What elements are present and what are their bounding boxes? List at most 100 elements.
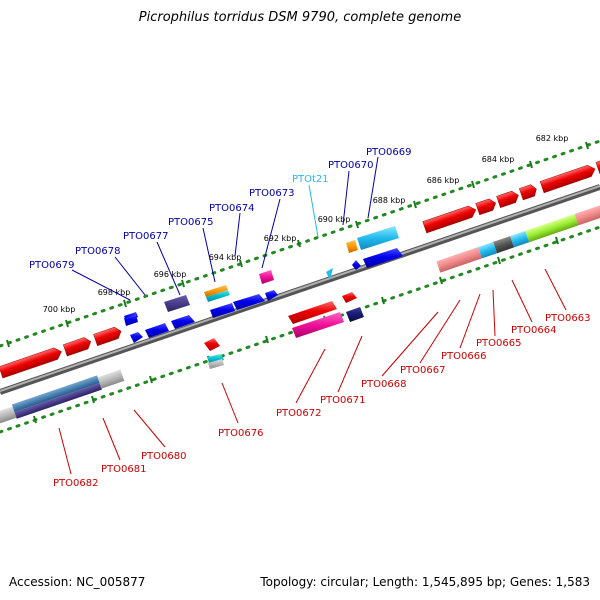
gene-block[interactable]: [206, 290, 230, 302]
gene-arrow[interactable]: [0, 346, 63, 379]
gene-arrow[interactable]: [204, 338, 220, 351]
gene-label-top[interactable]: PTO0679: [29, 260, 74, 271]
label-leaders-top: [71, 156, 379, 301]
gene-label-top[interactable]: PTO0677: [123, 231, 168, 242]
gene-arrow[interactable]: [422, 204, 478, 234]
gene-block[interactable]: [346, 240, 358, 253]
gene-label-top[interactable]: PTO0674: [209, 203, 254, 214]
gene-label-bottom[interactable]: PTO0681: [101, 464, 146, 475]
gene-arrow[interactable]: [171, 315, 195, 329]
gene-label-trna[interactable]: PTOt21: [292, 174, 329, 185]
ruler-label: 700 kbp: [43, 305, 76, 314]
tick-mark: [239, 259, 243, 268]
ruler-label: 688 kbp: [373, 196, 406, 205]
ruler-label: 692 kbp: [264, 234, 297, 243]
gene-label-bottom[interactable]: PTO0671: [320, 395, 365, 406]
gene-arrow[interactable]: [496, 190, 521, 208]
gene-label-bottom[interactable]: PTO0668: [361, 379, 406, 390]
tick-mark: [265, 335, 269, 344]
gene-block[interactable]: [574, 197, 600, 226]
gene-label-bottom[interactable]: PTO0672: [276, 408, 321, 419]
tick-mark: [6, 339, 10, 348]
tick-mark: [555, 236, 559, 245]
gene-arrow[interactable]: [130, 332, 143, 343]
gene-block[interactable]: [204, 285, 228, 297]
trna-leader: [308, 184, 319, 238]
tick-mark: [123, 299, 127, 308]
gene-arrow[interactable]: [288, 301, 337, 324]
ruler-label: 694 kbp: [209, 253, 242, 262]
tick-mark: [181, 279, 185, 288]
gene-arrow[interactable]: [518, 183, 538, 201]
gene-arrow[interactable]: [475, 197, 498, 216]
ruler-label: 684 kbp: [482, 155, 515, 164]
gene-label-bottom[interactable]: PTO0664: [511, 325, 556, 336]
gene-label-top[interactable]: PTO0673: [249, 188, 294, 199]
gene-lane-forward: [0, 156, 600, 379]
gene-label-top[interactable]: PTO0669: [366, 147, 411, 158]
label-leaders-bottom: [58, 268, 567, 475]
gene-label-top[interactable]: PTO0675: [168, 217, 213, 228]
gene-arrow[interactable]: [265, 290, 278, 301]
gene-block[interactable]: [357, 226, 399, 250]
gene-block[interactable]: [0, 406, 17, 425]
tick-mark: [65, 319, 69, 328]
ruler-label: 686 kbp: [427, 176, 460, 185]
ruler-label: 698 kbp: [98, 288, 131, 297]
gene-arrow[interactable]: [595, 156, 600, 174]
gene-label-bottom[interactable]: PTO0667: [400, 365, 445, 376]
ruler-outer-ticks: [6, 141, 589, 348]
gene-label-top[interactable]: PTO0670: [328, 160, 373, 171]
gene-label-bottom[interactable]: PTO0680: [141, 451, 186, 462]
tick-mark: [381, 296, 385, 305]
tick-mark: [497, 256, 501, 265]
gene-label-top[interactable]: PTO0678: [75, 246, 120, 257]
gene-block[interactable]: [493, 236, 515, 254]
gene-label-bottom[interactable]: PTO0663: [545, 313, 590, 324]
gene-block[interactable]: [292, 312, 344, 338]
gene-label-bottom[interactable]: PTO0682: [53, 478, 98, 489]
tick-mark: [91, 395, 95, 404]
gene-block[interactable]: [259, 270, 274, 284]
gene-label-bottom[interactable]: PTO0666: [441, 351, 486, 362]
gene-block[interactable]: [207, 354, 224, 364]
genome-backbone: [0, 184, 600, 395]
gene-block[interactable]: [97, 369, 125, 389]
genome-summary-text: Topology: circular; Length: 1,545,895 bp…: [260, 575, 590, 589]
gene-block[interactable]: [510, 230, 530, 248]
gene-block[interactable]: [346, 307, 364, 322]
gene-block[interactable]: [436, 247, 482, 273]
gene-arrow[interactable]: [342, 292, 357, 303]
gene-label-bottom[interactable]: PTO0665: [476, 338, 521, 349]
gene-block[interactable]: [14, 382, 102, 419]
tick-mark: [529, 160, 533, 169]
gene-block[interactable]: [478, 241, 498, 259]
ruler-label: 690 kbp: [318, 215, 351, 224]
gene-cluster-middle: [124, 226, 403, 369]
tick-mark: [297, 239, 301, 248]
trna-mark[interactable]: [326, 268, 333, 280]
gene-block[interactable]: [525, 214, 579, 243]
gene-label-bottom[interactable]: PTO0676: [218, 428, 263, 439]
gene-arrow[interactable]: [62, 336, 92, 357]
gene-arrow[interactable]: [145, 323, 169, 338]
tick-mark: [149, 375, 153, 384]
tick-mark: [355, 220, 359, 229]
ruler-label: 682 kbp: [536, 134, 569, 143]
ruler-label: 696 kbp: [154, 270, 187, 279]
gene-block[interactable]: [11, 375, 100, 413]
page-title: Picrophilus torridus DSM 9790, complete …: [138, 10, 462, 25]
gene-arrow[interactable]: [352, 260, 361, 270]
tick-mark: [439, 276, 443, 285]
gene-block[interactable]: [208, 359, 224, 369]
gene-block[interactable]: [164, 295, 190, 312]
gene-arrow[interactable]: [233, 294, 265, 310]
gene-arrow[interactable]: [124, 314, 138, 326]
accession-text: Accession: NC_005877: [9, 575, 146, 589]
gene-arrow[interactable]: [210, 303, 235, 318]
gene-arrow[interactable]: [363, 248, 403, 268]
gene-arrow[interactable]: [539, 163, 597, 194]
gene-arrow[interactable]: [93, 326, 123, 346]
tick-mark: [33, 415, 37, 424]
